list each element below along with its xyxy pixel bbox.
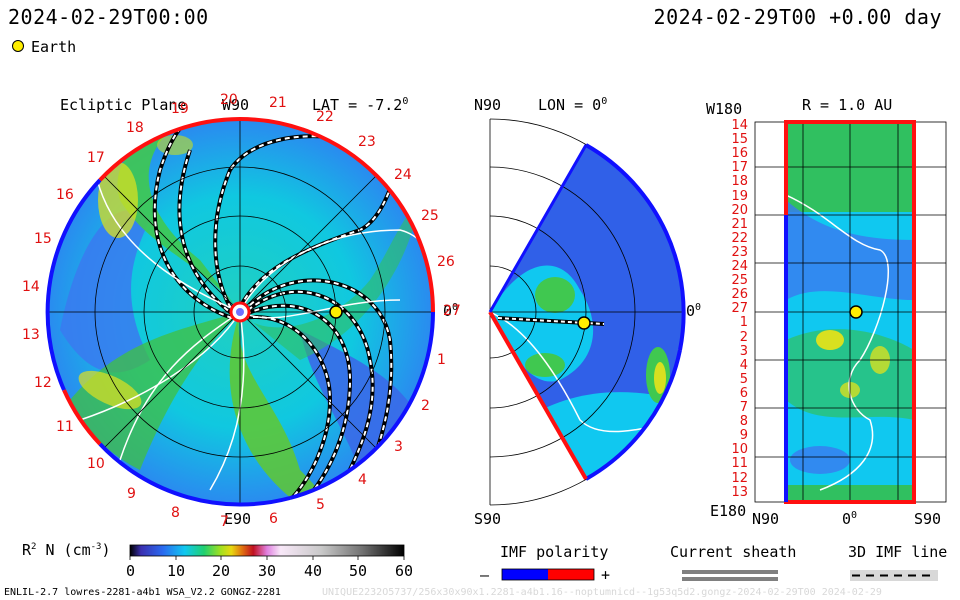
footer-model-info: ENLIL-2.7 lowres-2281-a4b1 WSA_V2.2 GONG… bbox=[4, 587, 281, 598]
carrington-label: 26 bbox=[437, 254, 455, 270]
meridional-panel bbox=[488, 118, 686, 506]
carrington-label: 6 bbox=[269, 511, 278, 527]
current-sheath-swatch bbox=[682, 570, 778, 574]
colorbar-tick-label: 50 bbox=[349, 562, 368, 580]
earth-marker-radial bbox=[849, 305, 863, 319]
carrington-label: 7 bbox=[220, 514, 229, 530]
carrington-label: 13 bbox=[22, 327, 40, 343]
density-colorbar bbox=[129, 544, 405, 557]
radial-y-label: 4 bbox=[739, 358, 748, 373]
radial-w180: W180 bbox=[706, 100, 743, 118]
meridional-n90: N90 bbox=[474, 96, 502, 114]
carrington-label: 27 bbox=[443, 303, 461, 319]
radial-title: R = 1.0 AU bbox=[802, 96, 893, 114]
radial-y-label: 21 bbox=[731, 217, 748, 232]
carrington-label: 24 bbox=[394, 167, 412, 183]
earth-legend-marker bbox=[12, 40, 24, 52]
radial-y-label: 22 bbox=[731, 231, 748, 246]
colorbar-tick-label: 10 bbox=[167, 562, 186, 580]
ecliptic-lat: LAT = -7.20 bbox=[312, 96, 409, 114]
imf-polarity-title: IMF polarity bbox=[500, 543, 609, 561]
time-left: 2024-02-29T00:00 bbox=[8, 5, 209, 29]
carrington-label: 15 bbox=[34, 231, 52, 247]
carrington-label: 10 bbox=[87, 456, 105, 472]
radial-y-label: 8 bbox=[739, 414, 748, 429]
radial-y-label: 3 bbox=[739, 344, 748, 359]
imf-plus-sign: + bbox=[601, 566, 611, 584]
radial-y-label: 7 bbox=[739, 400, 748, 415]
carrington-label: 23 bbox=[358, 134, 376, 150]
carrington-label: 1 bbox=[437, 352, 446, 368]
radial-e180: E180 bbox=[710, 502, 747, 520]
carrington-label: 12 bbox=[34, 375, 52, 391]
radial-y-label: 17 bbox=[731, 160, 748, 175]
ecliptic-e90: E90 bbox=[224, 510, 252, 528]
radial-xtick-n90: N90 bbox=[752, 510, 780, 528]
radial-y-label: 24 bbox=[731, 259, 748, 274]
meridional-s90: S90 bbox=[474, 510, 502, 528]
colorbar-tick-label: 0 bbox=[126, 562, 136, 580]
carrington-label: 20 bbox=[220, 92, 238, 108]
carrington-label: 8 bbox=[171, 505, 180, 521]
ecliptic-w90: W90 bbox=[222, 96, 250, 114]
radial-y-label: 25 bbox=[731, 273, 748, 288]
carrington-label: 3 bbox=[394, 439, 403, 455]
earth-marker-ecliptic bbox=[329, 305, 343, 319]
radial-y-label: 11 bbox=[731, 456, 748, 471]
imf-negative-swatch bbox=[502, 569, 548, 580]
radial-y-label: 13 bbox=[731, 485, 748, 500]
radial-y-label: 15 bbox=[731, 132, 748, 147]
imf-minus-sign: – bbox=[480, 566, 490, 584]
carrington-label: 21 bbox=[269, 95, 287, 111]
radial-panel bbox=[754, 120, 947, 504]
colorbar-label: R2 N (cm-3) bbox=[22, 541, 111, 559]
meridional-zero: 00 bbox=[686, 302, 702, 320]
imf-positive-swatch bbox=[548, 569, 594, 580]
colorbar-tick-label: 20 bbox=[212, 562, 231, 580]
meridional-title: LON = 00 bbox=[538, 96, 608, 114]
carrington-label: 19 bbox=[171, 101, 189, 117]
carrington-label: 2 bbox=[421, 398, 430, 414]
current-sheath-title: Current sheath bbox=[670, 543, 797, 561]
radial-y-label: 6 bbox=[739, 386, 748, 401]
carrington-label: 16 bbox=[56, 187, 74, 203]
carrington-label: 25 bbox=[421, 208, 439, 224]
imf-3d-title: 3D IMF line bbox=[848, 543, 948, 561]
colorbar-tick-label: 30 bbox=[258, 562, 277, 580]
time-right: 2024-02-29T00 +0.00 day bbox=[653, 5, 942, 29]
carrington-label: 11 bbox=[56, 419, 74, 435]
colorbar-tick-label: 60 bbox=[395, 562, 414, 580]
radial-y-label: 2 bbox=[739, 330, 748, 345]
radial-y-label: 26 bbox=[731, 287, 748, 302]
radial-y-label: 20 bbox=[731, 203, 748, 218]
radial-y-label: 16 bbox=[731, 146, 748, 161]
radial-y-label: 5 bbox=[739, 372, 748, 387]
carrington-label: 17 bbox=[87, 150, 105, 166]
radial-y-label: 23 bbox=[731, 245, 748, 260]
footer-run-id: UNIQUE2232O5737/256x30x90x1.2281-a4b1.16… bbox=[322, 587, 882, 598]
colorbar-tick-label: 40 bbox=[304, 562, 323, 580]
ecliptic-title: Ecliptic Plane bbox=[60, 96, 187, 114]
ecliptic-zero: 00 bbox=[443, 302, 459, 320]
ecliptic-panel bbox=[45, 117, 435, 507]
carrington-label: 4 bbox=[358, 472, 367, 488]
carrington-label: 9 bbox=[127, 486, 136, 502]
carrington-label: 18 bbox=[126, 120, 144, 136]
carrington-label: 14 bbox=[22, 279, 40, 295]
radial-y-label: 1 bbox=[739, 315, 748, 330]
radial-y-label: 19 bbox=[731, 189, 748, 204]
carrington-label: 22 bbox=[316, 109, 334, 125]
earth-legend-label: Earth bbox=[31, 38, 77, 56]
radial-y-label: 10 bbox=[731, 442, 748, 457]
earth-marker-meridional bbox=[577, 316, 591, 330]
radial-y-label: 12 bbox=[731, 471, 748, 486]
radial-y-label: 18 bbox=[731, 174, 748, 189]
radial-xtick-s90: S90 bbox=[914, 510, 942, 528]
radial-xtick-0: 00 bbox=[842, 510, 858, 528]
radial-y-label: 9 bbox=[739, 428, 748, 443]
carrington-label: 5 bbox=[316, 497, 325, 513]
radial-y-label: 14 bbox=[731, 118, 748, 133]
radial-y-label: 27 bbox=[731, 301, 748, 316]
